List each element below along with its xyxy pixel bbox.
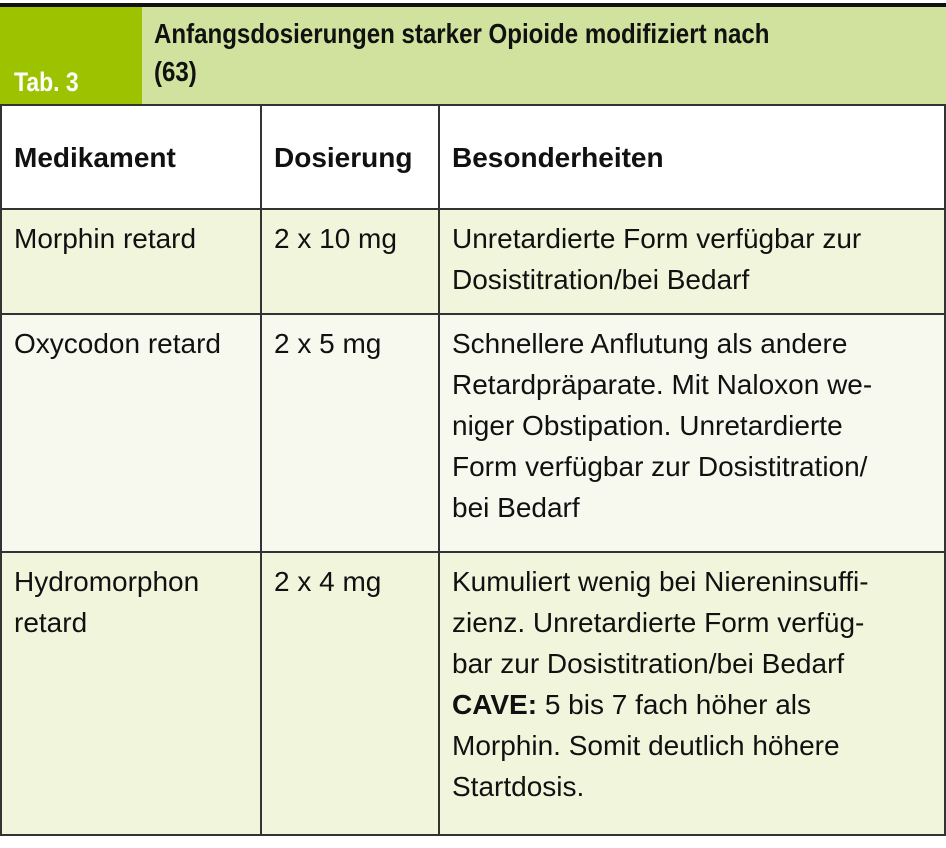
cell-medikament: Morphin retard [0, 208, 262, 315]
header-dosierung: Dosierung [260, 104, 440, 210]
opioid-dosage-table: Medikament Dosierung Besonderheiten Morp… [0, 104, 946, 836]
text-line: Retardpräparate. Mit Naloxon we- [452, 369, 873, 400]
table-number-box: Tab. 3 [0, 7, 142, 104]
table-row: Morphin retard 2 x 10 mg Unretardierte F… [0, 208, 946, 315]
table-row: Oxycodon retard 2 x 5 mg Schnellere Anfl… [0, 313, 946, 553]
cave-label: CAVE: [452, 689, 538, 720]
text-line: Startdosis. [452, 771, 585, 802]
text-line: Form verfügbar zur Dosistitration/ [452, 451, 868, 482]
cell-besonderheiten: Unretardierte Form verfügbar zur Dosisti… [438, 208, 946, 315]
text-line: Oxycodon retard [14, 328, 221, 359]
text-line: Morphin retard [14, 223, 197, 254]
table-title: Anfangsdosierungen starker Opioide modif… [154, 15, 928, 91]
header-row: Medikament Dosierung Besonderheiten [0, 104, 946, 210]
text-line: Unretardierte Form verfügbar zur [452, 223, 862, 254]
text-line: CAVE: 5 bis 7 fach höher als [452, 684, 932, 725]
text-line: niger Obstipation. Unretardierte [452, 410, 843, 441]
header-besonderheiten: Besonderheiten [438, 104, 946, 210]
text-line: bei Bedarf [452, 492, 580, 523]
cell-besonderheiten: Schnellere Anflutung als andere Retardpr… [438, 313, 946, 553]
cell-dosierung: 2 x 4 mg [260, 551, 440, 836]
text-line: Morphin. Somit deutlich höhere [452, 730, 840, 761]
title-line: Anfangsdosierungen starker Opioide modif… [154, 18, 770, 49]
text-line: bar zur Dosistitration/bei Bedarf [452, 648, 845, 679]
title-line: (63) [154, 56, 197, 87]
top-rule [0, 3, 946, 7]
cave-text: 5 bis 7 fach höher als [537, 689, 811, 720]
cell-besonderheiten: Kumuliert wenig bei Niereninsuffi- zienz… [438, 551, 946, 836]
text-line: zienz. Unretardierte Form verfüg- [452, 607, 865, 638]
text-line: Kumuliert wenig bei Niereninsuffi- [452, 566, 869, 597]
text-line: Dosistitration/bei Bedarf [452, 264, 750, 295]
cell-medikament: Oxycodon retard [0, 313, 262, 553]
text-line: retard [14, 607, 88, 638]
text-line: Schnellere Anflutung als andere [452, 328, 848, 359]
cell-medikament: Hydromorphon retard [0, 551, 262, 836]
table-row: Hydromorphon retard 2 x 4 mg Kumuliert w… [0, 551, 946, 836]
table-title-box: Anfangsdosierungen starker Opioide modif… [142, 7, 946, 104]
header-medikament: Medikament [0, 104, 262, 210]
cell-dosierung: 2 x 10 mg [260, 208, 440, 315]
cell-dosierung: 2 x 5 mg [260, 313, 440, 553]
text-line: Hydromorphon [14, 566, 200, 597]
table-number: Tab. 3 [14, 67, 79, 97]
